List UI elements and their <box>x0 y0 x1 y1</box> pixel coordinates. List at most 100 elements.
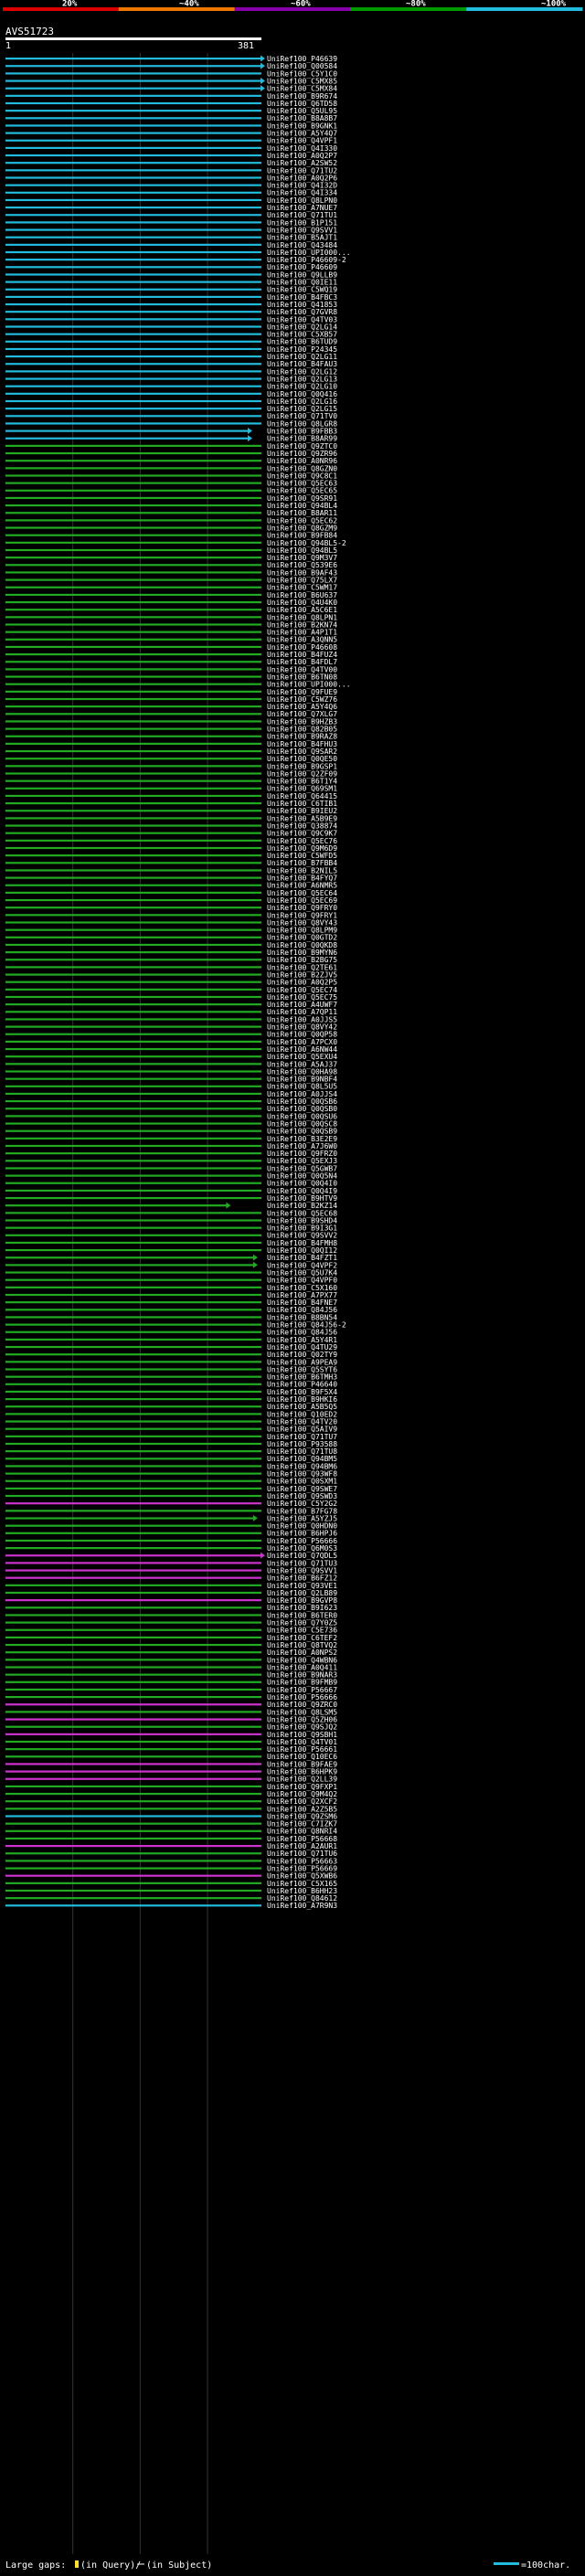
hit-label[interactable]: UniRef100_C5X165 <box>267 1880 337 1888</box>
hit-bar[interactable] <box>5 1740 261 1744</box>
hit-bar[interactable] <box>5 1204 228 1207</box>
hit-label[interactable]: UniRef100_B4FNE7 <box>267 1299 337 1307</box>
hit-label[interactable]: UniRef100_Q8GZN0 <box>267 464 337 472</box>
hit-bar[interactable] <box>5 146 261 149</box>
hit-label[interactable]: UniRef100_B9GVP8 <box>267 1596 337 1605</box>
hit-label[interactable]: UniRef100_P46640 <box>267 1381 337 1389</box>
hit-label[interactable]: UniRef100_B4FYQ7 <box>267 875 337 883</box>
hit-bar[interactable] <box>5 132 261 134</box>
hit-label[interactable]: UniRef100_B7FBB4 <box>267 859 337 867</box>
hit-label[interactable]: UniRef100_B9I3G1 <box>267 1224 337 1233</box>
hit-label[interactable]: UniRef100_Q9ZSM6 <box>267 1812 337 1820</box>
hit-bar[interactable] <box>5 392 261 395</box>
hit-label[interactable]: UniRef100_A0Q2P6 <box>267 174 337 182</box>
hit-label[interactable]: UniRef100_Q0GTD2 <box>267 934 337 942</box>
hit-bar[interactable] <box>5 72 261 75</box>
hit-label[interactable]: UniRef100_Q0QSB0 <box>267 1105 337 1113</box>
hit-bar[interactable] <box>5 1659 261 1661</box>
hit-label[interactable]: UniRef100_Q84J56 <box>267 1306 337 1314</box>
hit-label[interactable]: UniRef100_Q9SVV1 <box>267 226 337 234</box>
hit-label[interactable]: UniRef100_A0NR96 <box>267 457 337 465</box>
hit-label[interactable]: UniRef100_A7NUE7 <box>267 204 337 212</box>
hit-bar[interactable] <box>5 451 261 455</box>
hit-label[interactable]: UniRef100_Q4I334 <box>267 189 337 197</box>
hit-label[interactable]: UniRef100_Q0Q4I9 <box>267 1187 337 1195</box>
hit-bar[interactable] <box>5 713 261 716</box>
hit-label[interactable]: UniRef100_Q4I32D <box>267 182 337 190</box>
hit-bar[interactable] <box>5 363 261 366</box>
hit-label[interactable]: UniRef100_Q8LSM5 <box>267 1708 337 1716</box>
hit-bar[interactable] <box>5 898 261 902</box>
hit-bar[interactable] <box>5 1837 261 1840</box>
hit-bar[interactable] <box>5 1316 261 1319</box>
hit-label[interactable]: UniRef100_B8A8B7 <box>267 114 337 122</box>
hit-label[interactable]: UniRef100_B5AJT1 <box>267 234 337 242</box>
hit-label[interactable]: UniRef100_Q8L5U5 <box>267 1083 337 1091</box>
hit-label[interactable]: UniRef100_C5WM17 <box>267 584 337 592</box>
hit-label[interactable]: UniRef100_C6TEF2 <box>267 1634 337 1642</box>
hit-bar[interactable] <box>5 1025 261 1028</box>
hit-label[interactable]: UniRef100_Q9C9K7 <box>267 830 337 838</box>
hit-bar[interactable] <box>5 1606 261 1609</box>
hit-label[interactable]: UniRef100_A5B9E9 <box>267 814 337 822</box>
hit-bar[interactable] <box>5 1398 261 1401</box>
hit-label[interactable]: UniRef100_B6TUD9 <box>267 338 337 346</box>
hit-bar[interactable] <box>5 1532 261 1534</box>
hit-bar[interactable] <box>5 742 261 745</box>
hit-label[interactable]: UniRef100_A0NPS2 <box>267 1648 337 1657</box>
hit-label[interactable]: UniRef100_A2Z5B5 <box>267 1805 337 1813</box>
hit-label[interactable]: UniRef100_B8BN54 <box>267 1313 337 1321</box>
hit-label[interactable]: UniRef100_Q75LX7 <box>267 577 337 585</box>
hit-bar[interactable] <box>5 705 261 708</box>
hit-bar[interactable] <box>5 1502 261 1505</box>
hit-label[interactable]: UniRef100_Q7QDL5 <box>267 1552 337 1560</box>
hit-bar[interactable] <box>5 1055 261 1058</box>
hit-label[interactable]: UniRef100_Q9SWD3 <box>267 1492 337 1500</box>
hit-bar[interactable] <box>5 928 261 931</box>
hit-bar[interactable] <box>5 876 261 879</box>
hit-bar[interactable] <box>5 1874 261 1877</box>
hit-bar[interactable] <box>5 482 261 484</box>
hit-label[interactable]: UniRef100_Q9ZTC0 <box>267 442 337 451</box>
hit-bar[interactable] <box>5 266 261 269</box>
hit-bar[interactable] <box>5 408 261 410</box>
hit-bar[interactable] <box>5 139 261 142</box>
hit-label[interactable]: UniRef100_Q9SWE7 <box>267 1485 337 1493</box>
hit-label[interactable]: UniRef100_Q0QSB9 <box>267 1128 337 1136</box>
hit-label[interactable]: UniRef100_Q94BL5 <box>267 546 337 555</box>
hit-bar[interactable] <box>5 1465 261 1468</box>
hit-bar[interactable] <box>5 638 261 641</box>
hit-label[interactable]: UniRef100_A2SW52 <box>267 159 337 167</box>
hit-label[interactable]: UniRef100_P46608 <box>267 643 337 652</box>
hit-bar[interactable] <box>5 1748 261 1751</box>
hit-bar[interactable] <box>5 1323 261 1326</box>
hit-bar[interactable] <box>5 184 261 186</box>
hit-bar[interactable] <box>5 1569 261 1572</box>
hit-bar[interactable] <box>5 1011 261 1013</box>
hit-label[interactable]: UniRef100_Q10EC6 <box>267 1753 337 1761</box>
hit-bar[interactable] <box>5 1234 261 1236</box>
hit-label[interactable]: UniRef100_A5Y4R1 <box>267 1336 337 1344</box>
hit-bar[interactable] <box>5 1643 261 1647</box>
hit-label[interactable]: UniRef100_Q10ED2 <box>267 1410 337 1418</box>
hit-label[interactable]: UniRef100_Q0QKD8 <box>267 941 337 949</box>
hit-label[interactable]: UniRef100_B9NAR3 <box>267 1671 337 1680</box>
hit-label[interactable]: UniRef100_Q5GWB7 <box>267 1164 337 1172</box>
hit-bar[interactable] <box>5 727 261 730</box>
hit-label[interactable]: UniRef100_Q2LL39 <box>267 1776 337 1784</box>
hit-label[interactable]: UniRef100_B4FHU3 <box>267 740 337 748</box>
hit-bar[interactable] <box>5 58 261 60</box>
hit-label[interactable]: UniRef100_Q0HDN0 <box>267 1522 337 1531</box>
hit-label[interactable]: UniRef100_B9SHD4 <box>267 1216 337 1224</box>
hit-bar[interactable] <box>5 1822 261 1825</box>
hit-bar[interactable] <box>5 548 261 552</box>
hit-label[interactable]: UniRef100_Q0QSB6 <box>267 1097 337 1106</box>
hit-label[interactable]: UniRef100_Q9SVV1 <box>267 1566 337 1574</box>
hit-label[interactable]: UniRef100_Q2LG12 <box>267 367 337 376</box>
hit-bar[interactable] <box>5 690 261 693</box>
hit-label[interactable]: UniRef100_Q00584 <box>267 62 337 70</box>
hit-label[interactable]: UniRef100_Q5AIV9 <box>267 1426 337 1434</box>
hit-label[interactable]: UniRef100_Q8NRI4 <box>267 1828 337 1836</box>
hit-bar[interactable] <box>5 623 261 626</box>
hit-label[interactable]: UniRef100_B9HKI6 <box>267 1395 337 1404</box>
